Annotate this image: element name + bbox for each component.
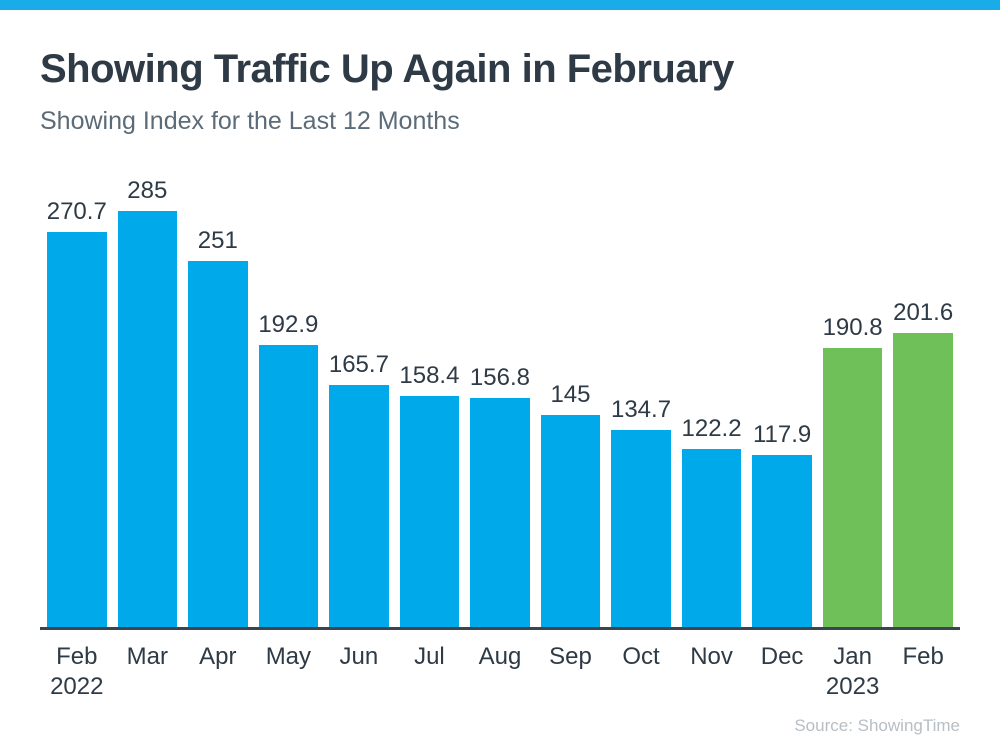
bar-value-label: 201.6 (893, 299, 954, 327)
page-subtitle: Showing Index for the Last 12 Months (40, 107, 460, 135)
bar (399, 395, 460, 627)
bar-value-label: 145 (550, 381, 591, 409)
x-axis-month: May (265, 642, 312, 670)
bar-value-label: 251 (197, 227, 238, 255)
x-axis-month: Jun (339, 642, 379, 670)
bar-column: 156.8 (469, 364, 530, 627)
chart-plot-area: 270.7 285 251 192.9 165.7 158.4 156.8 145 134.7 1… (40, 177, 960, 630)
x-axis-label: Jun (329, 642, 389, 702)
x-axis-month: Jan (833, 642, 872, 670)
bar (893, 332, 953, 627)
bar-column: 251 (188, 227, 248, 627)
x-axis-month: Feb (902, 642, 944, 670)
bar-column: 190.8 (822, 314, 883, 627)
bar (752, 454, 812, 627)
bar (611, 429, 671, 627)
x-axis-label: Dec (752, 642, 812, 702)
bar-column: 270.7 (46, 198, 107, 627)
x-axis-label: Aug (470, 642, 530, 702)
bar-value-label: 165.7 (328, 351, 389, 379)
bar-value-label: 122.2 (681, 415, 742, 443)
bar-column: 158.4 (399, 362, 460, 627)
bar-column: 192.9 (258, 311, 319, 627)
x-axis-label: Oct (611, 642, 671, 702)
x-axis-month: Jul (414, 642, 445, 670)
bar-value-label: 158.4 (399, 362, 460, 390)
x-axis-month: Mar (126, 642, 168, 670)
bar-column: 145 (540, 381, 601, 627)
x-axis-month: Feb (56, 642, 98, 670)
x-axis-label: Feb (893, 642, 953, 702)
bar-column: 285 (117, 177, 178, 627)
bar-value-label: 134.7 (610, 396, 672, 424)
top-accent-bar (0, 0, 1000, 10)
bar-column: 122.2 (681, 415, 742, 627)
bar-column: 134.7 (610, 396, 672, 627)
x-axis-labels: Feb 2022 Mar Apr May Jun Jul Aug Sep Oct Nov Dec Jan… (40, 642, 960, 702)
bar-column: 165.7 (328, 351, 389, 627)
x-axis-label: Nov (682, 642, 742, 702)
bar-value-label: 117.9 (752, 421, 812, 449)
bar (117, 210, 178, 627)
x-axis-month: Dec (760, 642, 804, 670)
bar-column: 201.6 (893, 299, 954, 627)
bar (188, 260, 248, 627)
bar (470, 397, 530, 627)
x-axis-year: 2022 (50, 672, 104, 700)
page-title: Showing Traffic Up Again in February (40, 47, 734, 91)
bar (540, 414, 601, 627)
x-axis-label: May (259, 642, 319, 702)
x-axis-label: Jul (400, 642, 460, 702)
source-attribution: Source: ShowingTime (794, 715, 960, 735)
bar-value-label: 190.8 (822, 314, 883, 342)
bar (822, 347, 883, 627)
bar (47, 231, 107, 627)
bar-column: 117.9 (752, 421, 812, 627)
bar-value-label: 285 (127, 177, 168, 205)
bar-value-label: 270.7 (46, 198, 107, 226)
x-axis-year: 2023 (825, 672, 880, 700)
bar-value-label: 192.9 (258, 311, 319, 339)
x-axis-month: Oct (622, 642, 660, 670)
bar (258, 344, 319, 627)
x-axis-month: Nov (690, 642, 733, 670)
x-axis-label: Apr (188, 642, 248, 702)
bar (329, 384, 389, 627)
x-axis-month: Apr (199, 642, 237, 670)
x-axis-month: Aug (478, 642, 522, 670)
x-axis-label: Jan 2023 (823, 642, 883, 702)
x-axis-label: Sep (541, 642, 601, 702)
x-axis-month: Sep (549, 642, 592, 670)
bar-chart: 270.7 285 251 192.9 165.7 158.4 156.8 145 134.7 1… (40, 177, 960, 702)
bar (681, 448, 742, 627)
bar-value-label: 156.8 (469, 364, 530, 392)
x-axis-label: Mar (118, 642, 178, 702)
x-axis-label: Feb 2022 (47, 642, 107, 702)
